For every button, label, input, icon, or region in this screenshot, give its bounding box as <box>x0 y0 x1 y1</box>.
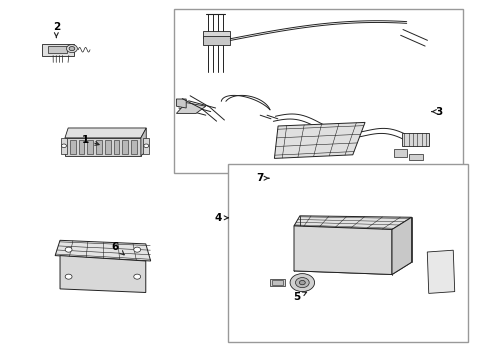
Text: 3: 3 <box>432 107 442 117</box>
Bar <box>174 9 463 173</box>
Polygon shape <box>65 138 141 156</box>
Text: 2: 2 <box>53 22 60 37</box>
Bar <box>122 140 128 154</box>
Circle shape <box>65 274 72 279</box>
Bar <box>394 149 407 157</box>
Polygon shape <box>270 279 285 286</box>
Polygon shape <box>61 138 67 154</box>
Text: 5: 5 <box>293 292 307 302</box>
Text: 4: 4 <box>214 213 228 223</box>
Bar <box>70 140 76 154</box>
Circle shape <box>144 144 149 148</box>
Polygon shape <box>176 99 186 108</box>
Polygon shape <box>143 138 149 154</box>
Polygon shape <box>60 256 146 292</box>
Circle shape <box>299 280 305 285</box>
Polygon shape <box>141 128 146 156</box>
Polygon shape <box>203 36 230 45</box>
Polygon shape <box>294 226 392 274</box>
Bar <box>131 140 137 154</box>
Bar <box>87 140 93 154</box>
Polygon shape <box>294 261 412 274</box>
Polygon shape <box>203 31 230 38</box>
Text: 1: 1 <box>82 135 99 145</box>
Polygon shape <box>294 216 412 230</box>
Circle shape <box>65 247 72 252</box>
Polygon shape <box>274 122 365 158</box>
Circle shape <box>67 45 77 53</box>
Polygon shape <box>65 128 146 138</box>
Circle shape <box>134 247 141 252</box>
Bar <box>409 154 423 160</box>
Circle shape <box>134 274 141 279</box>
Bar <box>114 140 120 154</box>
Polygon shape <box>392 217 412 274</box>
Polygon shape <box>55 240 151 261</box>
Bar <box>228 164 468 342</box>
Circle shape <box>62 144 67 148</box>
Polygon shape <box>272 280 283 285</box>
Bar <box>78 140 84 154</box>
Polygon shape <box>176 103 206 113</box>
Circle shape <box>295 278 309 288</box>
Polygon shape <box>427 250 455 293</box>
Polygon shape <box>49 46 67 53</box>
Text: 7: 7 <box>256 173 269 183</box>
Circle shape <box>290 274 315 292</box>
Bar <box>105 140 111 154</box>
Bar <box>96 140 102 154</box>
Polygon shape <box>402 133 429 146</box>
Text: 6: 6 <box>112 242 124 255</box>
Circle shape <box>69 46 75 51</box>
Polygon shape <box>42 44 74 55</box>
